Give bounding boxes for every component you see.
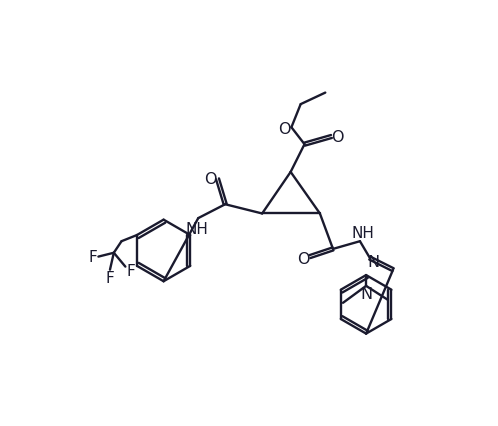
Text: NH: NH [185,221,208,236]
Text: NH: NH [352,226,374,241]
Text: O: O [204,172,217,187]
Text: F: F [89,250,98,265]
Text: O: O [278,122,291,137]
Text: N: N [360,286,372,301]
Text: F: F [126,263,135,278]
Text: O: O [331,130,344,145]
Text: N: N [368,255,380,270]
Text: O: O [297,252,309,267]
Text: F: F [106,270,115,285]
